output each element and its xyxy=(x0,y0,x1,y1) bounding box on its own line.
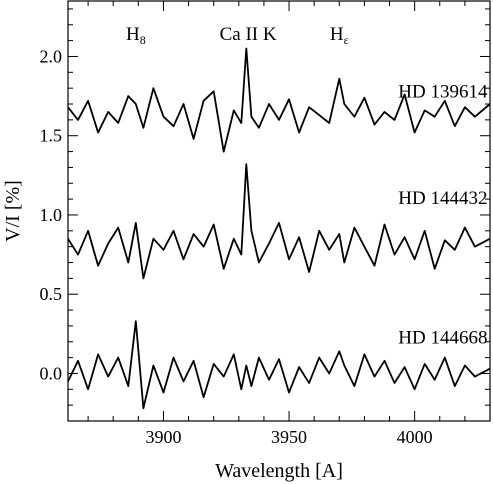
series-line xyxy=(67,47,491,153)
y-tick-label: 2.0 xyxy=(40,46,63,66)
axis-tick-labels: 3900 3950 4000 0.0 0.5 1.0 1.5 2.0 xyxy=(40,46,433,447)
line-annotation: H8 xyxy=(126,24,146,47)
y-tick-label: 1.0 xyxy=(40,205,63,225)
y-axis-label: V/I [%] xyxy=(2,180,24,242)
y-tick-label: 0.5 xyxy=(40,284,63,304)
series-label: HD 144432 xyxy=(398,188,487,209)
series-line xyxy=(67,320,491,410)
line-annotation: Ca II K xyxy=(220,24,277,45)
y-tick-label: 1.5 xyxy=(40,126,63,146)
plot-frame xyxy=(67,0,491,422)
y-tick-label: 0.0 xyxy=(40,363,63,383)
line-annotation-subscript: 8 xyxy=(140,33,146,47)
x-tick-label: 4000 xyxy=(397,427,433,447)
series-label: HD 139614 xyxy=(398,82,488,103)
series-labels: HD 139614 HD 144432 HD 144668 xyxy=(398,82,488,349)
line-annotation: Hε xyxy=(330,24,349,47)
series-line xyxy=(67,163,491,280)
line-annotation-subscript: ε xyxy=(344,33,349,47)
series-label: HD 144668 xyxy=(398,327,487,348)
x-axis-label: Wavelength [A] xyxy=(215,460,343,482)
x-tick-label: 3900 xyxy=(145,427,181,447)
axis-ticks xyxy=(68,1,491,421)
x-tick-label: 3950 xyxy=(271,427,307,447)
series-lines xyxy=(67,47,491,410)
line-annotations: H8 Ca II K Hε xyxy=(126,24,349,47)
